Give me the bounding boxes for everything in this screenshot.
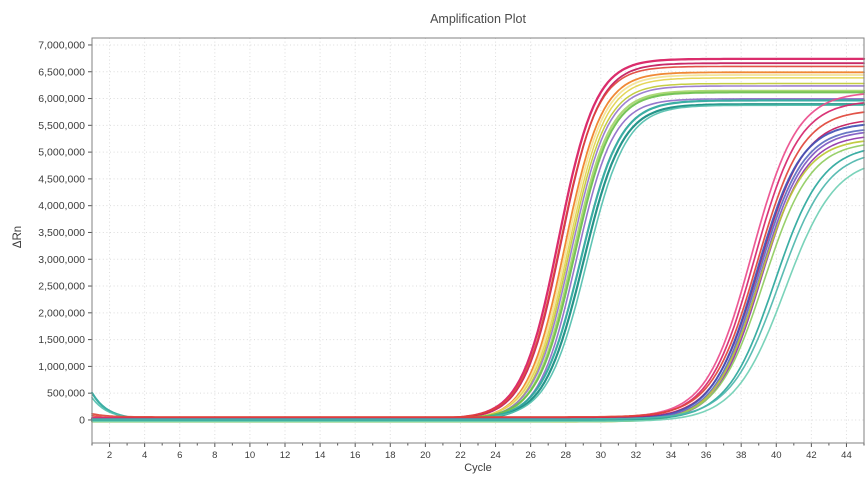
x-tick-label: 8 — [212, 450, 217, 461]
curve-early-red — [91, 65, 865, 420]
x-tick-label: 10 — [245, 450, 256, 461]
x-axis-title: Cycle — [464, 462, 492, 474]
curve-late-midteal — [91, 156, 865, 420]
y-tick-label: 2,000,000 — [38, 307, 85, 319]
curve-early-yellow — [91, 77, 865, 420]
curve-early-pink-1 — [90, 57, 866, 421]
y-tick-label: 1,500,000 — [38, 334, 85, 346]
x-tick-label: 32 — [631, 450, 642, 461]
x-tick-label: 2 — [107, 450, 112, 461]
curve-late-indigo — [91, 123, 865, 421]
x-tick-label: 42 — [806, 450, 817, 461]
x-tick-label: 6 — [177, 450, 182, 461]
x-tick-label: 40 — [771, 450, 782, 461]
x-tick-label: 16 — [350, 450, 361, 461]
curve-early-yellowgreen — [91, 82, 865, 422]
y-tick-label: 4,500,000 — [38, 173, 85, 185]
curve-late-pink — [91, 93, 865, 419]
curve-early-green — [91, 91, 865, 420]
curve-late-purple — [91, 131, 865, 421]
y-tick-label: 6,000,000 — [38, 93, 85, 105]
y-tick-label: 5,500,000 — [38, 120, 85, 132]
x-tick-label: 24 — [490, 450, 501, 461]
x-tick-label: 4 — [142, 450, 147, 461]
x-tick-label: 20 — [420, 450, 431, 461]
y-tick-label: 500,000 — [47, 388, 85, 400]
y-tick-label: 3,500,000 — [38, 227, 85, 239]
x-tick-label: 26 — [525, 450, 536, 461]
x-tick-label: 34 — [666, 450, 677, 461]
chart-title: Amplification Plot — [430, 12, 526, 26]
curve-late-blue — [91, 129, 865, 422]
curve-early-orange — [91, 71, 865, 422]
y-tick-label: 6,500,000 — [38, 66, 85, 78]
x-tick-label: 28 — [560, 450, 571, 461]
curve-late-red — [91, 111, 865, 418]
curve-late-aqua — [91, 167, 865, 423]
y-tick-label: 1,000,000 — [38, 361, 85, 373]
x-tick-label: 14 — [315, 450, 326, 461]
curve-late-teal — [91, 149, 865, 422]
y-tick-label: 0 — [79, 414, 85, 426]
y-tick-label: 3,000,000 — [38, 254, 85, 266]
y-tick-label: 5,000,000 — [38, 147, 85, 159]
y-tick-label: 4,000,000 — [38, 200, 85, 212]
x-tick-label: 36 — [701, 450, 712, 461]
x-tick-label: 22 — [455, 450, 466, 461]
y-tick-label: 7,000,000 — [38, 39, 85, 51]
curve-early-purple — [91, 85, 865, 421]
x-tick-label: 12 — [280, 450, 291, 461]
x-tick-label: 30 — [596, 450, 607, 461]
x-tick-label: 38 — [736, 450, 747, 461]
curve-early-cream — [91, 74, 865, 421]
plot-frame — [91, 37, 865, 444]
x-tick-label: 44 — [841, 450, 852, 461]
x-tick-label: 18 — [385, 450, 396, 461]
y-tick-label: 2,500,000 — [38, 281, 85, 293]
